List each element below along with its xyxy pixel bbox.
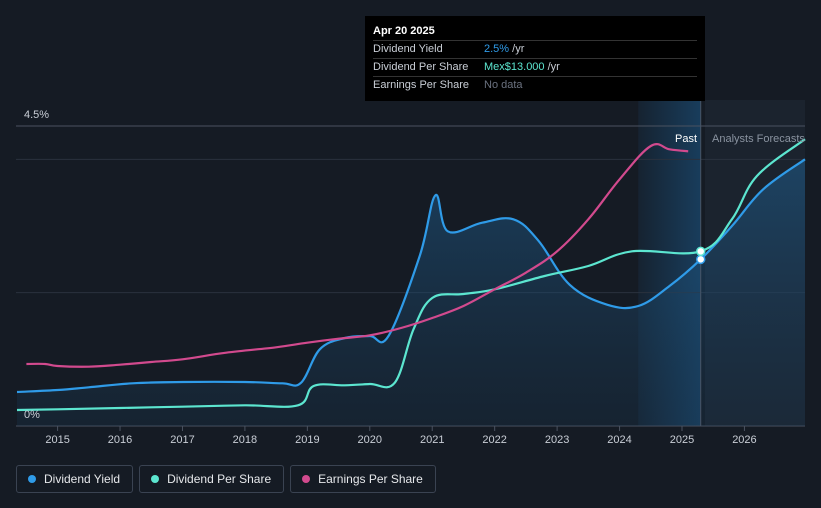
legend-dot-icon — [28, 475, 36, 483]
dividend-per-share-marker — [695, 246, 706, 257]
x-tick-label: 2018 — [233, 434, 257, 446]
tooltip-label: Dividend Yield — [373, 43, 443, 55]
x-tick-label: 2024 — [607, 434, 631, 446]
x-tick-label: 2021 — [420, 434, 444, 446]
tooltip-value: 2.5% — [484, 43, 510, 55]
x-tick-label: 2026 — [732, 434, 756, 446]
forecast-label: Analysts Forecasts — [712, 133, 805, 145]
legend-label: Dividend Yield — [44, 472, 121, 486]
x-tick-label: 2025 — [670, 434, 694, 446]
legend-item-earnings-per-share[interactable]: Earnings Per Share — [290, 465, 436, 493]
x-tick-label: 2016 — [108, 434, 132, 446]
legend-item-dividend-per-share[interactable]: Dividend Per Share — [139, 465, 285, 493]
x-tick-label: 2022 — [482, 434, 506, 446]
legend-label: Earnings Per Share — [318, 472, 423, 486]
x-tick-label: 2015 — [45, 434, 69, 446]
dividend-per-share-line — [16, 138, 806, 412]
tooltip-date: Apr 20 2025 — [373, 16, 697, 41]
dividend-yield-line — [16, 158, 806, 394]
y-tick-label: 0% — [24, 409, 40, 421]
tooltip-row-dividend-per-share: Dividend Per Share Mex$13.000 /yr — [373, 59, 697, 77]
x-tick-label: 2020 — [358, 434, 382, 446]
legend-dot-icon — [302, 475, 311, 483]
earnings-per-share-line — [26, 143, 689, 368]
y-axis: 4.5% 0% — [24, 109, 49, 421]
tooltip-unit: /yr — [544, 61, 560, 73]
x-tick-label: 2019 — [295, 434, 319, 446]
legend-item-dividend-yield[interactable]: Dividend Yield — [16, 465, 134, 493]
tooltip-label: Earnings Per Share — [373, 79, 469, 91]
past-label: Past — [675, 133, 697, 145]
x-axis: 2015 2016 2017 2018 2019 2020 2021 2022 2023 2024… — [45, 426, 757, 446]
legend: Dividend Yield Dividend Per Share Earnin… — [16, 465, 436, 493]
dividend-yield-area — [17, 159, 805, 427]
tooltip-row-dividend-yield: Dividend Yield 2.5% /yr — [373, 41, 697, 59]
dividend-yield-marker — [695, 254, 706, 265]
tooltip-value: No data — [484, 79, 523, 91]
x-tick-label: 2017 — [170, 434, 194, 446]
tooltip-unit: /yr — [509, 43, 525, 55]
x-tick-label: 2023 — [545, 434, 569, 446]
tooltip-row-earnings-per-share: Earnings Per Share No data — [373, 77, 697, 94]
legend-dot-icon — [151, 475, 160, 483]
tooltip-label: Dividend Per Share — [373, 61, 469, 73]
legend-label: Dividend Per Share — [167, 472, 272, 486]
tooltip-value: Mex$13.000 — [484, 61, 545, 73]
y-tick-label: 4.5% — [24, 109, 49, 121]
tooltip: Apr 20 2025 Dividend Yield 2.5% /yr Divi… — [365, 16, 705, 101]
